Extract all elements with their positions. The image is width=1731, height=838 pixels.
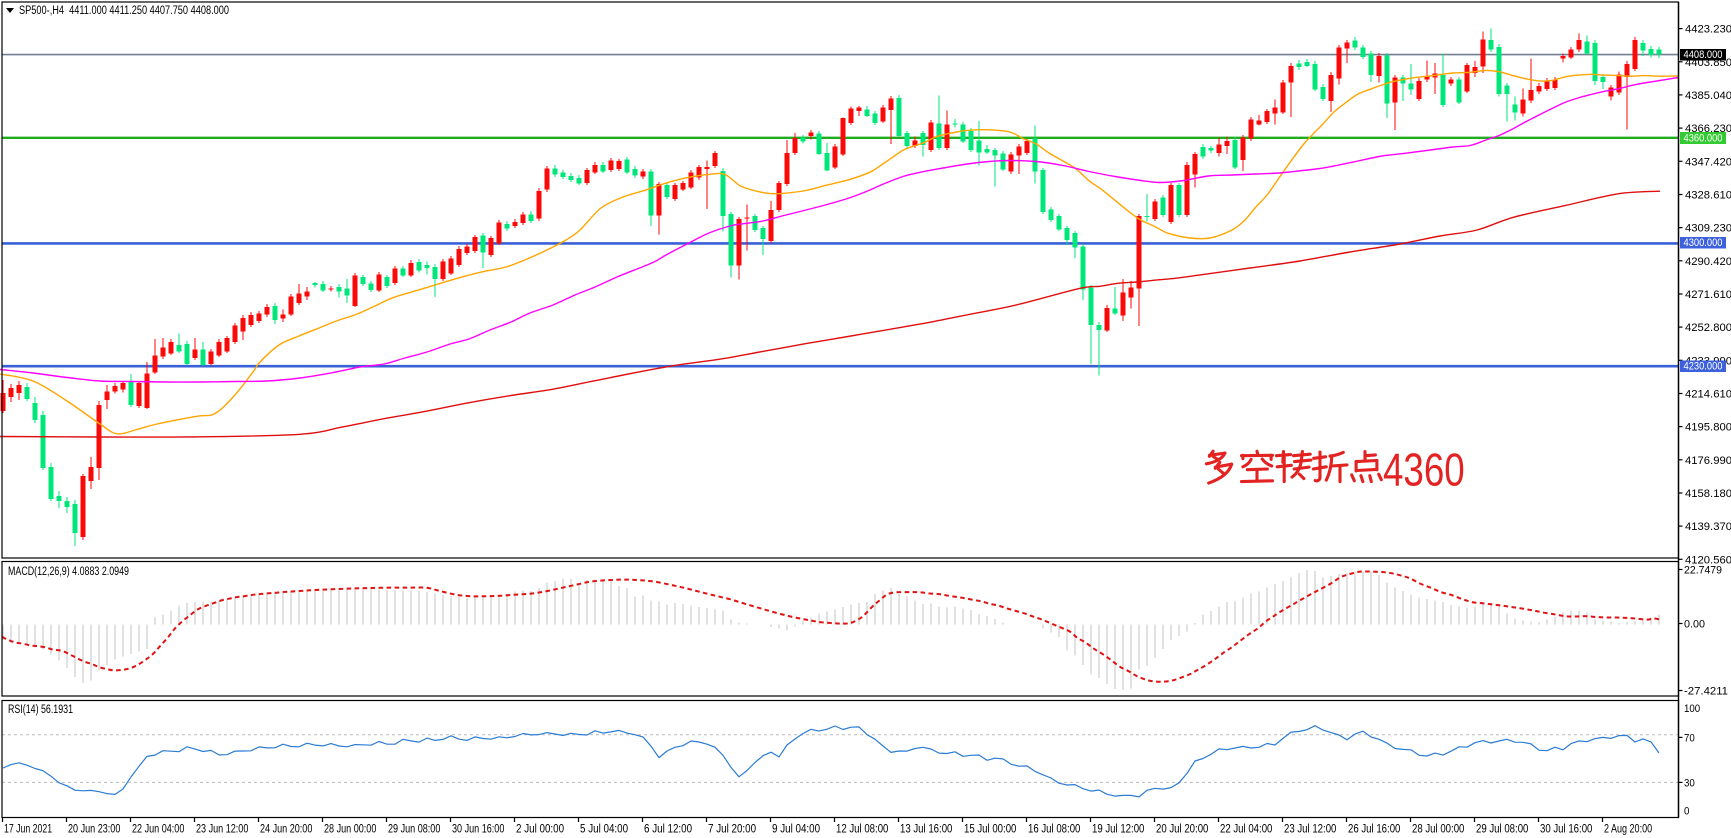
svg-text:4347.420: 4347.420 — [1685, 156, 1731, 168]
svg-text:4252.800: 4252.800 — [1685, 322, 1731, 334]
svg-text:4328.610: 4328.610 — [1685, 190, 1731, 202]
svg-text:4120.560: 4120.560 — [1685, 554, 1731, 566]
svg-text:4423.230: 4423.230 — [1685, 24, 1731, 36]
svg-text:4300.000: 4300.000 — [1684, 237, 1723, 249]
svg-text:6 Jul 12:00: 6 Jul 12:00 — [644, 824, 692, 836]
svg-text:4158.180: 4158.180 — [1685, 488, 1731, 500]
svg-text:100: 100 — [1684, 703, 1700, 715]
svg-text:5 Jul 04:00: 5 Jul 04:00 — [580, 824, 628, 836]
svg-text:4176.990: 4176.990 — [1685, 455, 1731, 467]
svg-text:26 Jul 16:00: 26 Jul 16:00 — [1348, 824, 1400, 836]
svg-text:22.7479: 22.7479 — [1684, 565, 1722, 577]
svg-text:22 Jun 04:00: 22 Jun 04:00 — [132, 824, 184, 836]
svg-text:15 Jul 00:00: 15 Jul 00:00 — [964, 824, 1016, 836]
svg-text:4290.420: 4290.420 — [1685, 256, 1731, 268]
svg-text:RSI(14) 56.1931: RSI(14) 56.1931 — [8, 704, 73, 716]
svg-text:30 Jun 16:00: 30 Jun 16:00 — [452, 824, 504, 836]
svg-text:4195.800: 4195.800 — [1685, 422, 1731, 434]
svg-text:20 Jul 20:00: 20 Jul 20:00 — [1156, 824, 1208, 836]
svg-text:0.00: 0.00 — [1684, 619, 1705, 631]
svg-text:30: 30 — [1684, 777, 1695, 789]
svg-text:20 Jun 23:00: 20 Jun 23:00 — [68, 824, 120, 836]
svg-text:4214.610: 4214.610 — [1685, 389, 1731, 401]
svg-text:19 Jul 12:00: 19 Jul 12:00 — [1092, 824, 1144, 836]
svg-text:29 Jul 08:00: 29 Jul 08:00 — [1476, 824, 1528, 836]
svg-text:MACD(12,26,9) 4.0883 2.0949: MACD(12,26,9) 4.0883 2.0949 — [8, 566, 129, 578]
svg-text:4139.370: 4139.370 — [1685, 521, 1731, 533]
svg-text:17 Jun 2021: 17 Jun 2021 — [4, 824, 52, 836]
svg-text:-27.4211: -27.4211 — [1684, 686, 1728, 698]
svg-text:28 Jun 00:00: 28 Jun 00:00 — [324, 824, 376, 836]
svg-text:4309.230: 4309.230 — [1685, 223, 1731, 235]
svg-text:29 Jun 08:00: 29 Jun 08:00 — [388, 824, 440, 836]
svg-text:4408.000: 4408.000 — [1684, 49, 1723, 61]
svg-text:28 Jul 00:00: 28 Jul 00:00 — [1412, 824, 1464, 836]
svg-text:4360.000: 4360.000 — [1684, 132, 1723, 144]
svg-text:4360: 4360 — [1383, 443, 1465, 495]
svg-text:23 Jul 12:00: 23 Jul 12:00 — [1284, 824, 1336, 836]
svg-text:0: 0 — [1684, 806, 1689, 818]
svg-text:SP500-,H4 4411.000 4411.250 4: SP500-,H4 4411.000 4411.250 4407.750 440… — [19, 5, 229, 17]
svg-text:30 Jul 16:00: 30 Jul 16:00 — [1540, 824, 1592, 836]
svg-text:4271.610: 4271.610 — [1685, 289, 1731, 301]
svg-text:13 Jul 16:00: 13 Jul 16:00 — [900, 824, 952, 836]
svg-text:9 Jul 04:00: 9 Jul 04:00 — [772, 824, 820, 836]
svg-text:4385.040: 4385.040 — [1685, 90, 1731, 102]
svg-text:23 Jun 12:00: 23 Jun 12:00 — [196, 824, 248, 836]
svg-text:22 Jul 04:00: 22 Jul 04:00 — [1220, 824, 1272, 836]
svg-text:12 Jul 08:00: 12 Jul 08:00 — [836, 824, 888, 836]
svg-text:4230.000: 4230.000 — [1684, 360, 1723, 372]
svg-text:24 Jun 20:00: 24 Jun 20:00 — [260, 824, 312, 836]
svg-text:7 Jul 20:00: 7 Jul 20:00 — [708, 824, 756, 836]
svg-text:70: 70 — [1684, 732, 1695, 744]
svg-text:2 Aug 20:00: 2 Aug 20:00 — [1604, 824, 1652, 836]
svg-text:2 Jul 00:00: 2 Jul 00:00 — [516, 824, 564, 836]
svg-text:16 Jul 08:00: 16 Jul 08:00 — [1028, 824, 1080, 836]
